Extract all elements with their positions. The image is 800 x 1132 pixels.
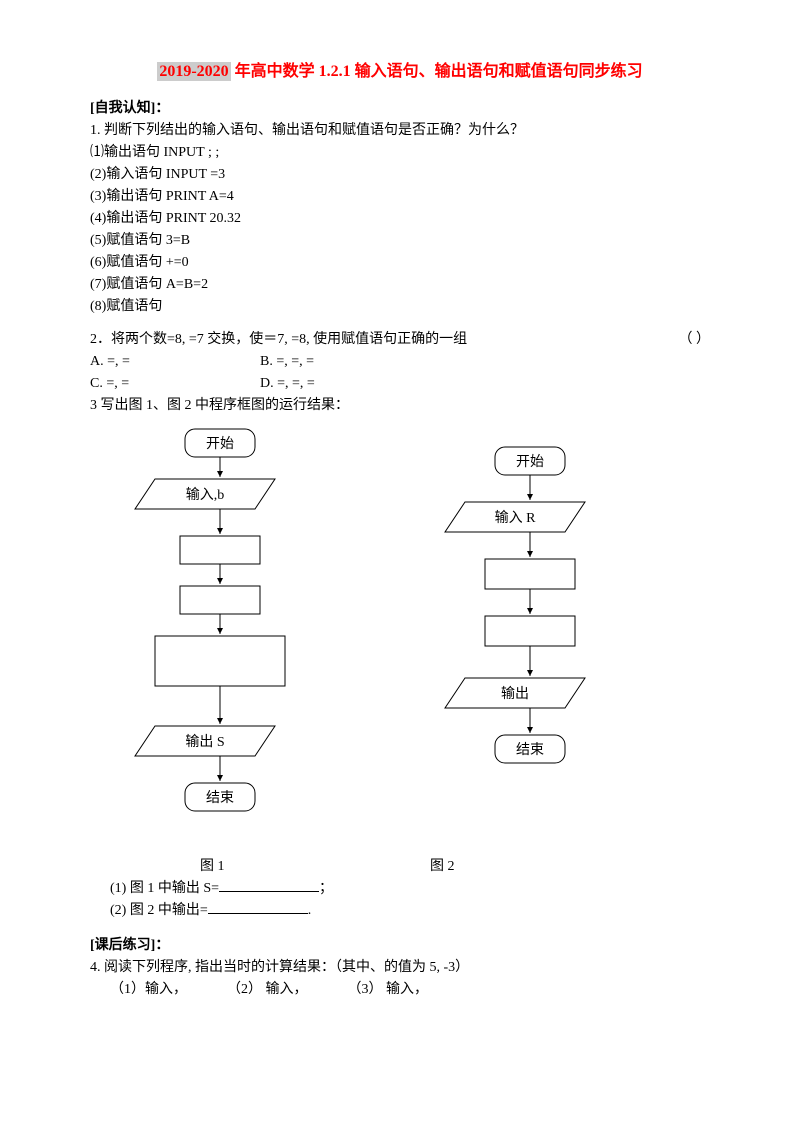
section-self: [自我认知]：	[90, 98, 710, 119]
q2-opt-a: A. =, =	[90, 351, 260, 372]
caption-fig1: 图 1	[200, 856, 430, 877]
q2-opt-b: B. =, =, =	[260, 351, 430, 372]
q2-paren: （ ）	[679, 329, 711, 350]
q4-sub3: （3） 输入，	[348, 979, 429, 1000]
flowcharts: 开始 输入,b 输出 S 结束	[90, 424, 710, 854]
q1-stem: 1. 判断下列结出的输入语句、输出语句和赋值语句是否正确？为什么？	[90, 120, 710, 141]
q3-sub1-a: (1) 图 1 中输出 S=	[110, 881, 219, 896]
figure-captions: 图 1 图 2 (1) 图 1 中输出 S= ； (2) 图 2 中输出=.	[90, 856, 710, 921]
q1-item-5: (5)赋值语句 3=B	[90, 230, 710, 251]
q1-item-1: ⑴输出语句 INPUT ; ;	[90, 142, 710, 163]
flowchart-1: 开始 输入,b 输出 S 结束	[120, 424, 320, 844]
flow2-end: 结束	[516, 742, 544, 758]
caption-fig2: 图 2	[430, 856, 455, 877]
q3-sub2-b: .	[308, 903, 312, 918]
q2-options-row1: A. =, = B. =, =, =	[90, 351, 710, 372]
q1-item-4: (4)输出语句 PRINT 20.32	[90, 208, 710, 229]
flow1-end: 结束	[206, 790, 234, 806]
q3-sub1: (1) 图 1 中输出 S= ；	[110, 878, 710, 899]
blank-1	[219, 880, 319, 892]
q3-sub1-b: ；	[319, 881, 333, 896]
q1-item-3: (3)输出语句 PRINT A=4	[90, 186, 710, 207]
q2-options-row2: C. =, = D. =, =, =	[90, 373, 710, 394]
q3-stem: 3 写出图 1、图 2 中程序框图的运行结果：	[90, 395, 710, 416]
flow2-svg: 开始 输入 R 输出 结束	[430, 442, 630, 822]
q4-sub2: （2） 输入，	[227, 979, 308, 1000]
q2-opt-d: D. =, =, =	[260, 373, 430, 394]
q4-subs: （1）输入， （2） 输入， （3） 输入，	[110, 979, 710, 1000]
page-title: 2019-2020 年高中数学 1.2.1 输入语句、输出语句和赋值语句同步练习	[90, 60, 710, 84]
flow1-start: 开始	[206, 436, 234, 452]
q1-item-2: (2)输入语句 INPUT =3	[90, 164, 710, 185]
q1-item-6: (6)赋值语句 +=0	[90, 252, 710, 273]
flow2-start: 开始	[516, 454, 544, 470]
q2-opt-c: C. =, =	[90, 373, 260, 394]
q4-sub1: （1）输入，	[110, 979, 187, 1000]
flow1-input: 输入,b	[186, 487, 225, 503]
q1-item-7: (7)赋值语句 A=B=2	[90, 274, 710, 295]
q2-stem-row: 2．将两个数=8, =7 交换，使＝7, =8, 使用赋值语句正确的一组 （ ）	[90, 329, 710, 350]
q4-stem: 4. 阅读下列程序, 指出当时的计算结果：（其中、的值为 5, -3）	[90, 957, 710, 978]
q1-item-8: (8)赋值语句	[90, 296, 710, 317]
flow2-output: 输出	[501, 686, 529, 702]
flow1-svg: 开始 输入,b 输出 S 结束	[120, 424, 320, 844]
title-rest: 年高中数学 1.2.1 输入语句、输出语句和赋值语句同步练习	[231, 63, 643, 80]
q3-sub2-a: (2) 图 2 中输出=	[110, 903, 208, 918]
title-year: 2019-2020	[157, 62, 230, 81]
flowchart-2: 开始 输入 R 输出 结束	[430, 442, 630, 822]
section-after: [课后练习]：	[90, 935, 710, 956]
q2-stem: 2．将两个数=8, =7 交换，使＝7, =8, 使用赋值语句正确的一组	[90, 332, 467, 347]
q3-sub2: (2) 图 2 中输出=.	[110, 900, 710, 921]
flow2-input: 输入 R	[495, 510, 536, 526]
flow1-output: 输出 S	[185, 734, 224, 750]
blank-2	[208, 902, 308, 914]
